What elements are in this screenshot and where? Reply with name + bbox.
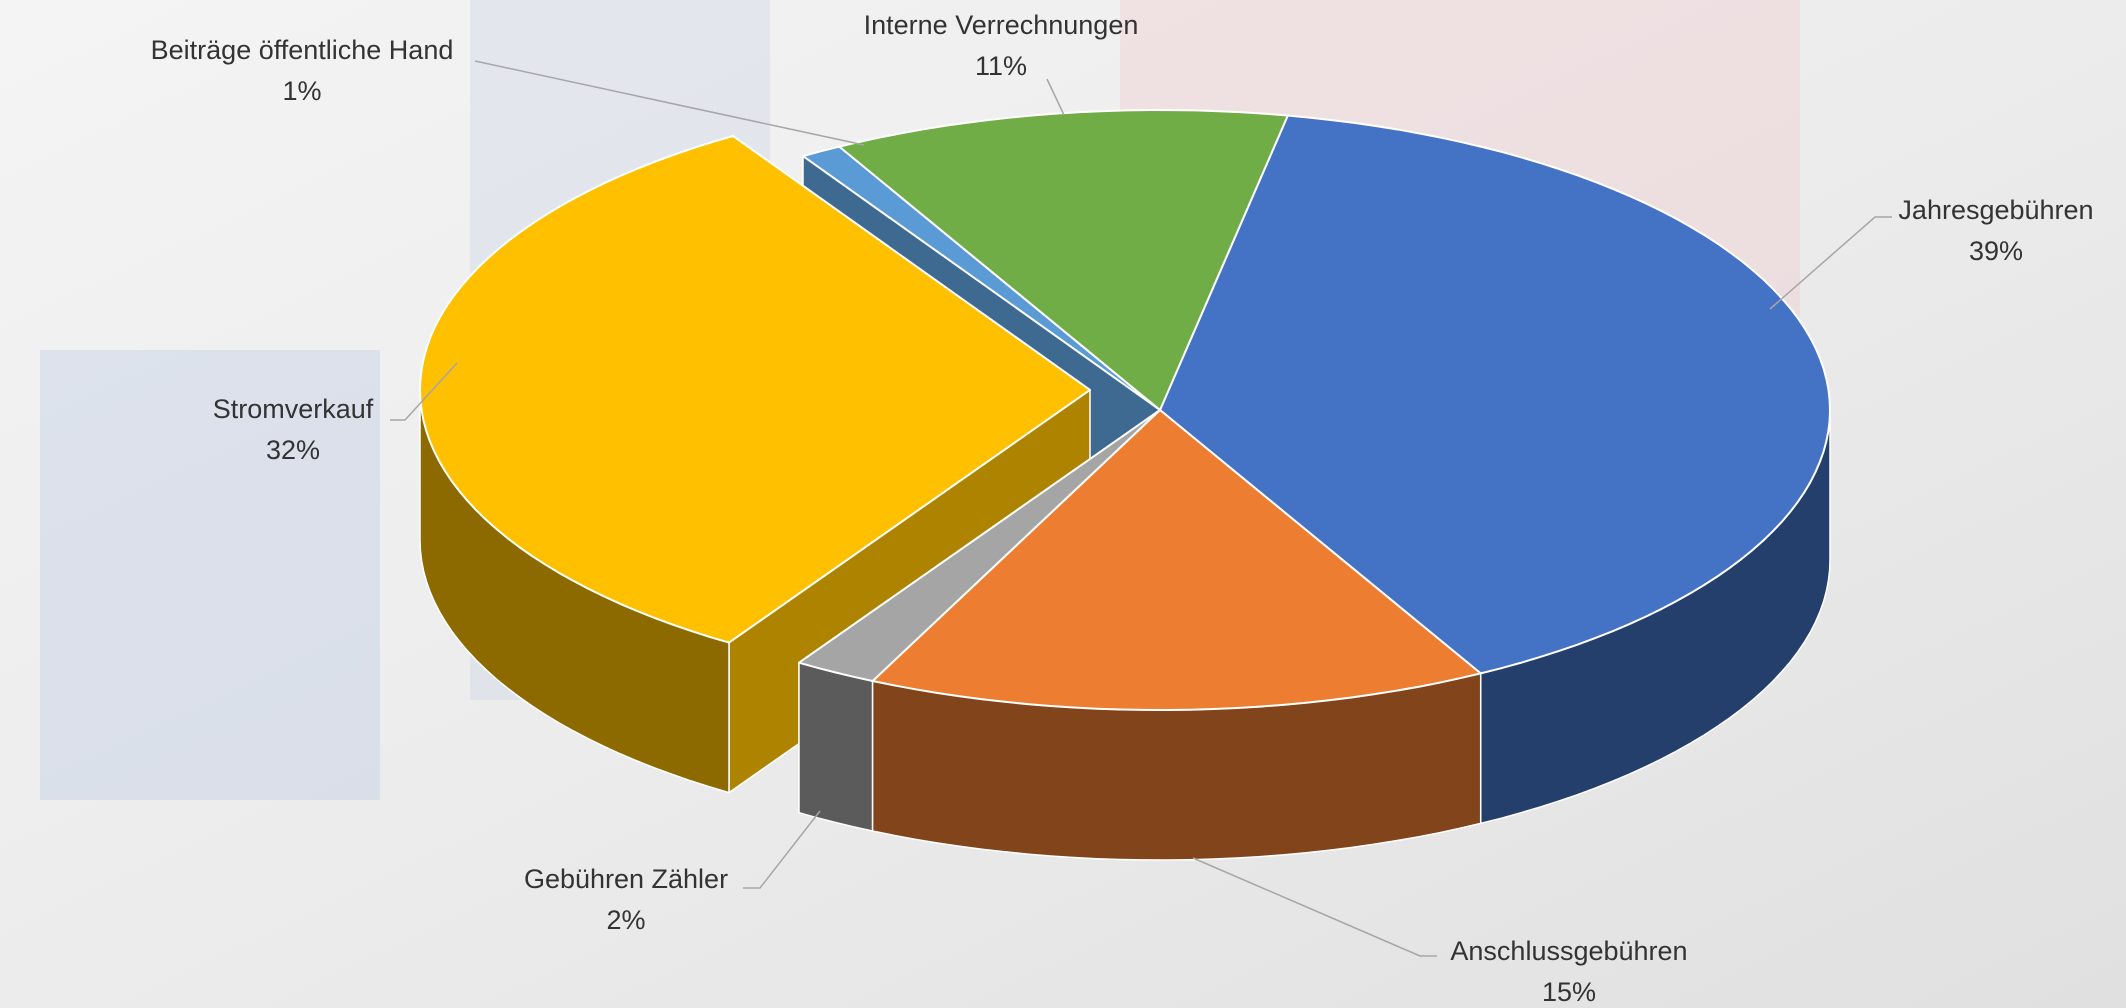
data-label-value: 39%	[1969, 236, 2023, 266]
background-machine	[40, 350, 380, 800]
slice	[871, 409, 1482, 711]
leader-line	[1192, 857, 1437, 957]
slice	[1159, 114, 1831, 675]
data-label-value: 2%	[606, 905, 645, 935]
data-label-name: Interne Verrechnungen	[864, 10, 1139, 40]
data-label-name: Stromverkauf	[213, 394, 374, 424]
data-label-name: Jahresgebühren	[1898, 195, 2093, 225]
leader-line	[743, 810, 821, 889]
data-label-name: Anschlussgebühren	[1450, 936, 1687, 966]
slice	[798, 409, 1161, 682]
slice	[419, 135, 1091, 644]
labels: Jahresgebühren 39% Anschlussgebühren 15% Geb…	[151, 10, 2094, 1007]
data-label-value: 32%	[266, 435, 320, 465]
leader-line	[1046, 78, 1065, 116]
slice-side	[798, 661, 874, 832]
leader-line	[1769, 216, 1892, 310]
data-label-name: Gebühren Zähler	[524, 864, 728, 894]
pie	[419, 109, 1831, 861]
leader-line	[390, 362, 458, 421]
data-label-value: 1%	[282, 76, 321, 106]
slice	[838, 109, 1289, 411]
leader-line	[474, 60, 865, 146]
data-label-value: 15%	[1542, 977, 1596, 1007]
data-label-value: 11%	[975, 51, 1027, 81]
data-label-name: Beiträge öffentliche Hand	[151, 35, 454, 65]
